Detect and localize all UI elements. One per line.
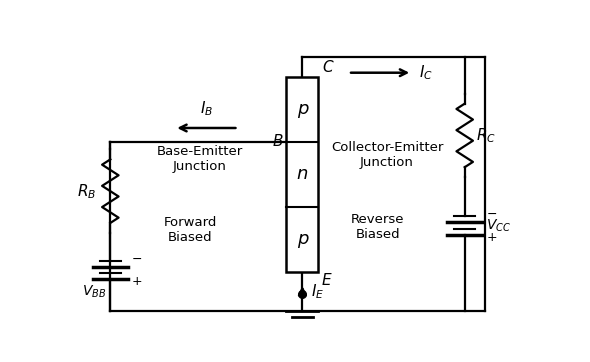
Text: $R_C$: $R_C$: [476, 126, 496, 145]
Text: C: C: [322, 60, 333, 76]
Text: $I_C$: $I_C$: [419, 63, 433, 82]
Text: Collector-Emitter
Junction: Collector-Emitter Junction: [331, 141, 443, 169]
Text: Forward
Biased: Forward Biased: [163, 216, 217, 244]
Text: n: n: [297, 165, 308, 184]
Text: p: p: [297, 100, 308, 118]
Text: $R_B$: $R_B$: [77, 182, 97, 201]
Text: $V_{BB}$: $V_{BB}$: [81, 283, 106, 300]
Text: Base-Emitter
Junction: Base-Emitter Junction: [156, 145, 242, 173]
Text: $I_E$: $I_E$: [310, 282, 324, 301]
Text: $+$: $+$: [486, 231, 497, 244]
Text: $-$: $-$: [132, 252, 143, 265]
Text: Reverse
Biased: Reverse Biased: [351, 214, 405, 241]
Text: E: E: [322, 273, 332, 289]
Text: $V_{CC}$: $V_{CC}$: [486, 217, 511, 233]
Text: $+$: $+$: [132, 275, 143, 288]
Text: $-$: $-$: [486, 207, 497, 220]
Text: $I_B$: $I_B$: [200, 100, 213, 118]
Text: B: B: [272, 134, 283, 150]
Bar: [286, 77, 319, 272]
Text: p: p: [297, 231, 308, 248]
